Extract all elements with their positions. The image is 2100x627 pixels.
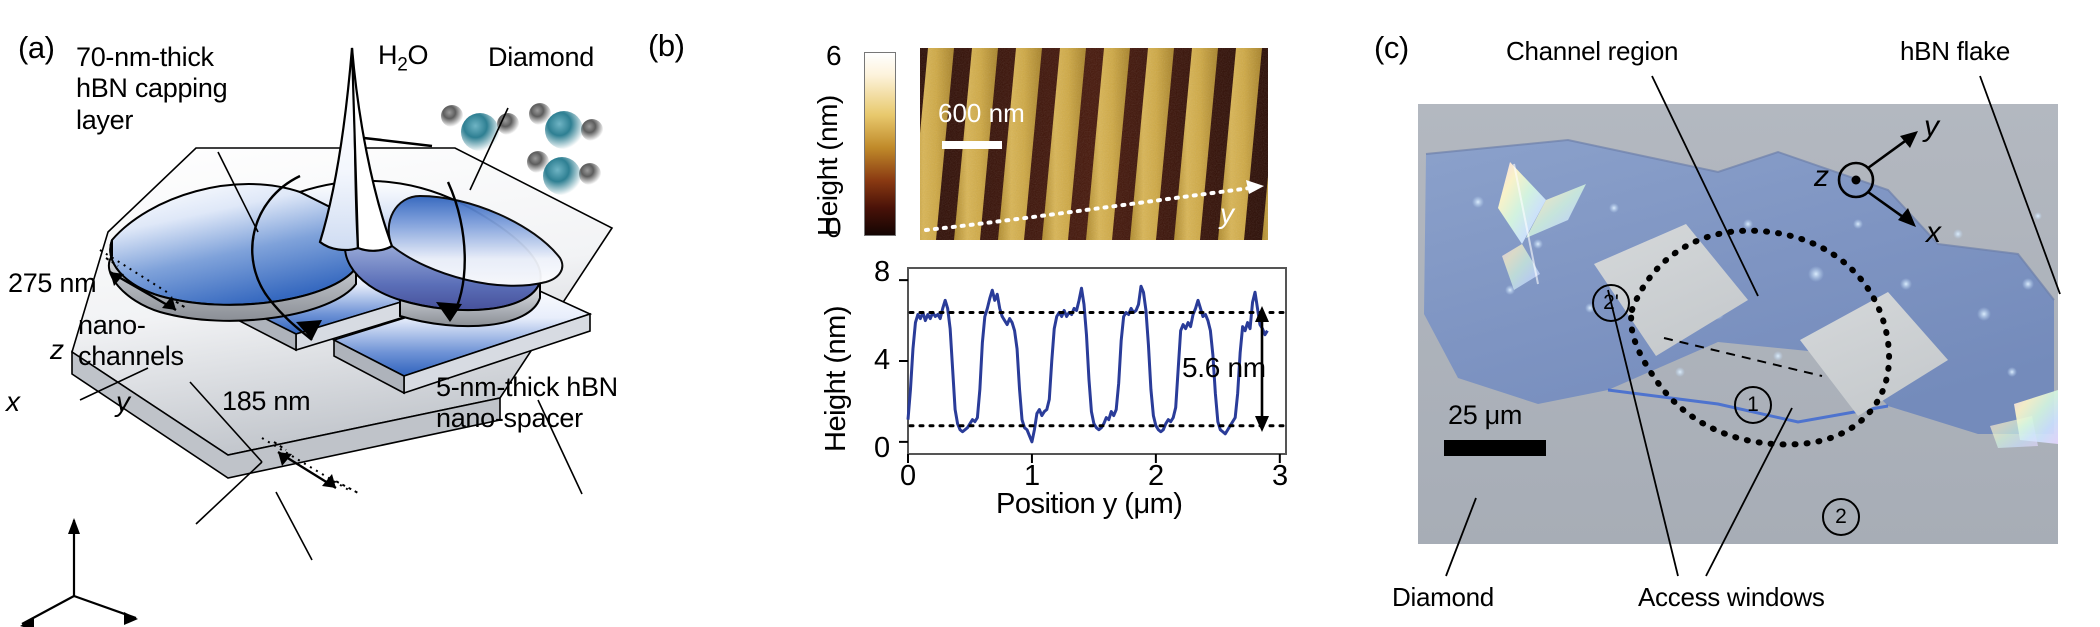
axes-triad-a — [21, 520, 137, 625]
axes-triad-c — [1837, 131, 1918, 227]
dimension-275 — [105, 257, 187, 312]
axis-label-x: x — [6, 386, 20, 417]
afm-scalebar-label: 600 nm — [938, 98, 1025, 128]
label-capping-layer: 70-nm-thick hBN capping layer — [76, 42, 228, 135]
water-sub: 2 — [397, 54, 408, 76]
flake-fold-iridescence — [1498, 162, 1586, 290]
colorbar-max-label: 6 — [826, 40, 842, 71]
colorbar-min-label: 0 — [826, 212, 842, 243]
leader-lines — [79, 107, 583, 561]
label-access-windows: Access windows — [1638, 582, 1825, 612]
label-diamond-c: Diamond — [1392, 582, 1494, 612]
profile-series-0 — [906, 284, 1269, 444]
panel-a-illustration — [20, 47, 614, 627]
xtick-1: 1 — [1024, 460, 1041, 492]
marker-1: 1 — [1734, 386, 1772, 424]
marker-2-prime: 2' — [1592, 284, 1630, 322]
label-275nm: 275 nm — [8, 268, 97, 298]
micrograph-scalebar-label: 25 μm — [1448, 400, 1523, 430]
panel-a: (a) — [0, 0, 640, 627]
dimension-185 — [273, 441, 361, 495]
label-water: H2O — [378, 40, 428, 76]
panel-a-label: (a) — [18, 30, 55, 65]
water-pointer — [363, 136, 433, 148]
ytick-4: 4 — [874, 344, 891, 376]
water-o: O — [407, 40, 429, 70]
height-colorbar — [864, 52, 896, 236]
water-h: H — [378, 40, 398, 70]
label-185nm: 185 nm — [222, 386, 311, 416]
flake-edge-iridescence — [1990, 390, 2058, 448]
channel-connector-dashed — [1663, 337, 1823, 377]
plot-xlabel: Position y (μm) — [996, 488, 1183, 521]
plot-ylabel: Height (nm) — [820, 306, 852, 452]
xtick-3: 3 — [1272, 460, 1289, 492]
water-molecule-2 — [529, 103, 603, 149]
colorbar-title: Height (nm) — [812, 95, 843, 236]
arrowhead-2 — [436, 302, 462, 322]
axis-label-z: z — [50, 334, 64, 365]
micrograph-axis-x: x — [1926, 216, 1941, 249]
panel-c-label: (c) — [1374, 30, 1409, 65]
label-diamond-a: Diamond — [488, 42, 594, 72]
optical-micrograph: z y x 2' 1 2 25 μm — [1418, 104, 2058, 544]
water-molecule-3 — [527, 151, 601, 195]
label-nanochannels: nano- channels — [78, 310, 184, 372]
panel-c: (c) Channel region hBN flake Diamond Acc… — [1360, 0, 2100, 627]
water-molecule-1 — [441, 105, 519, 151]
afm-direction-label: y — [1220, 198, 1234, 229]
plot-xlabel-text: Position y (μm) — [996, 488, 1183, 520]
access-window-2 — [1800, 292, 1948, 416]
label-hbn-flake: hBN flake — [1900, 36, 2011, 66]
ytick-8: 8 — [874, 256, 891, 288]
ytick-0: 0 — [874, 432, 891, 464]
profile-trace-line — [924, 186, 1252, 232]
marker-2: 2 — [1822, 498, 1860, 536]
micrograph-axis-y: y — [1924, 110, 1939, 143]
height-annotation-label: 5.6 nm — [1182, 352, 1266, 383]
arrowhead-1 — [296, 320, 322, 340]
micrograph-axis-z: z — [1814, 160, 1829, 193]
panel-b: (b) 6 0 Height (nm) — [640, 0, 1360, 627]
hbn-capping-layer — [107, 47, 564, 328]
profile-arrowhead — [1246, 180, 1264, 194]
afm-scalebar — [942, 141, 1002, 149]
panel-b-label: (b) — [648, 28, 685, 63]
micrograph-scalebar — [1444, 440, 1546, 456]
xtick-2: 2 — [1148, 460, 1165, 492]
xtick-0: 0 — [900, 460, 917, 492]
height-profile-plot: 8 4 0 0 1 2 3 Height (nm) Position y (μm… — [790, 256, 1310, 520]
label-channel-region: Channel region — [1506, 36, 1679, 66]
axis-label-y: y — [116, 386, 130, 417]
afm-image: 600 nm y — [920, 48, 1268, 240]
label-nanospacer: 5-nm-thick hBN nano-spacer — [436, 372, 618, 434]
